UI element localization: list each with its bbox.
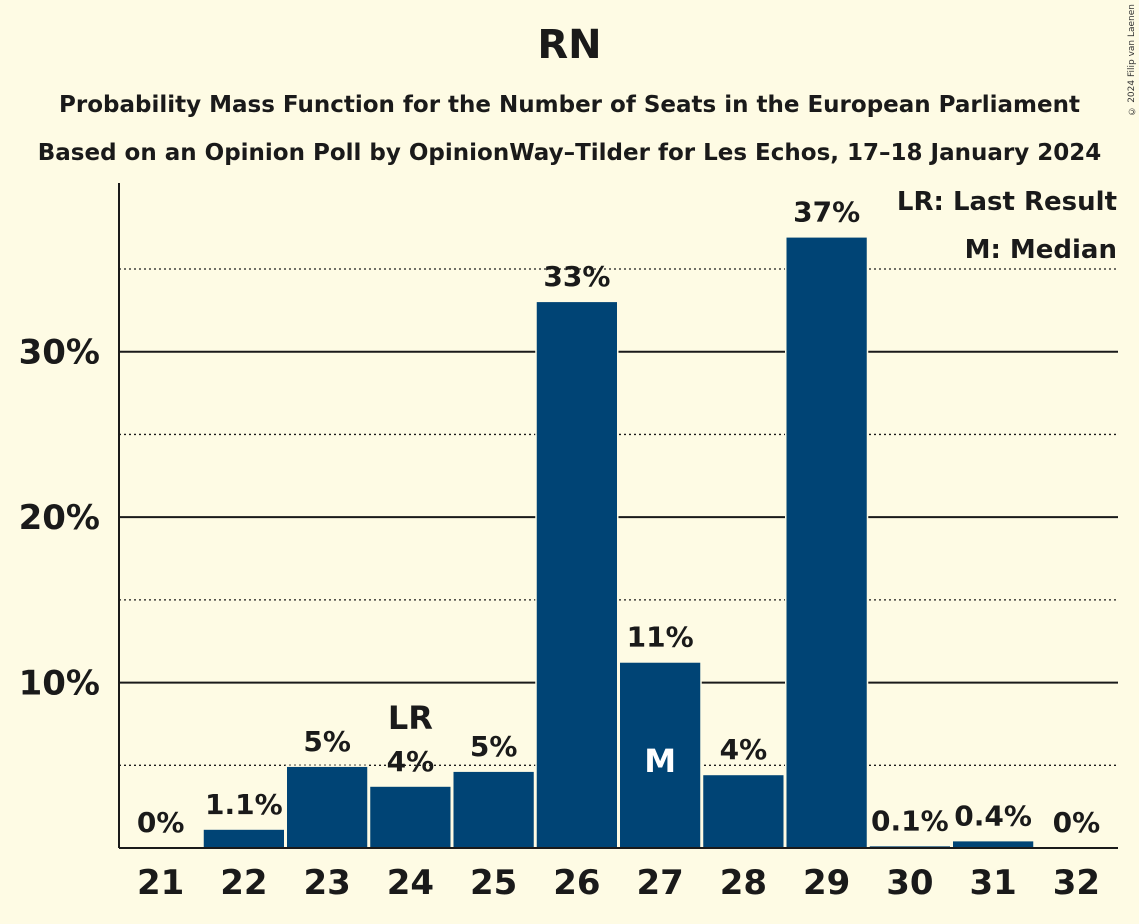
x-tick-label: 29 — [803, 863, 850, 903]
value-label: 5% — [470, 730, 518, 763]
bar — [203, 829, 284, 848]
value-label: 0.1% — [871, 804, 949, 837]
x-tick-label: 23 — [303, 863, 350, 903]
x-tick-label: 28 — [720, 863, 767, 903]
y-tick-label: 30% — [19, 333, 100, 373]
value-label: 11% — [627, 621, 694, 654]
axes — [118, 183, 1118, 849]
value-label: 4% — [720, 733, 768, 766]
bar — [620, 662, 701, 848]
chart-subtitle: Probability Mass Function for the Number… — [59, 92, 1080, 118]
value-label: 5% — [303, 725, 351, 758]
bars — [202, 236, 1035, 849]
y-tick-label: 10% — [19, 664, 100, 704]
y-tick-label: 20% — [19, 498, 100, 538]
legend: LR: Last Result M: Median — [897, 187, 1117, 265]
last-result-marker: LR — [388, 699, 433, 737]
x-tick-label: 21 — [137, 863, 184, 903]
x-tick-label: 31 — [969, 863, 1016, 903]
x-tick-label: 27 — [636, 863, 683, 903]
value-label: 0% — [137, 806, 185, 839]
bar — [370, 786, 451, 848]
legend-entry: LR: Last Result — [897, 187, 1117, 217]
x-tick-label: 26 — [553, 863, 600, 903]
value-label: 37% — [793, 196, 860, 229]
legend-entry: M: Median — [965, 235, 1117, 265]
bar — [703, 775, 784, 848]
value-label: 0.4% — [954, 799, 1032, 832]
x-tick-label: 22 — [220, 863, 267, 903]
value-labels: 10% 20% 30% 0% 21 1.1% 22 5% 23 4% 24 LR 5% 25 33% 26 11… — [19, 196, 1101, 903]
bar — [287, 766, 368, 848]
x-tick-label: 25 — [470, 863, 517, 903]
x-tick-label: 24 — [387, 863, 434, 903]
value-label: 0% — [1053, 806, 1101, 839]
chart-source-subtitle: Based on an Opinion Poll by OpinionWay–T… — [37, 140, 1102, 166]
chart-title: RN — [537, 22, 602, 68]
bar — [953, 841, 1034, 848]
median-marker: M — [644, 742, 676, 780]
value-label: 4% — [387, 745, 435, 778]
x-tick-label: 32 — [1053, 863, 1100, 903]
bar — [536, 302, 617, 848]
value-label: 33% — [543, 260, 610, 293]
value-label: 1.1% — [205, 788, 283, 821]
bar — [786, 237, 867, 849]
bar — [453, 771, 534, 848]
x-tick-label: 30 — [886, 863, 933, 903]
